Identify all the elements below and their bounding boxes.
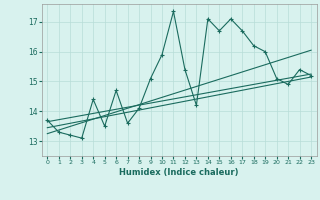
X-axis label: Humidex (Indice chaleur): Humidex (Indice chaleur) <box>119 168 239 177</box>
